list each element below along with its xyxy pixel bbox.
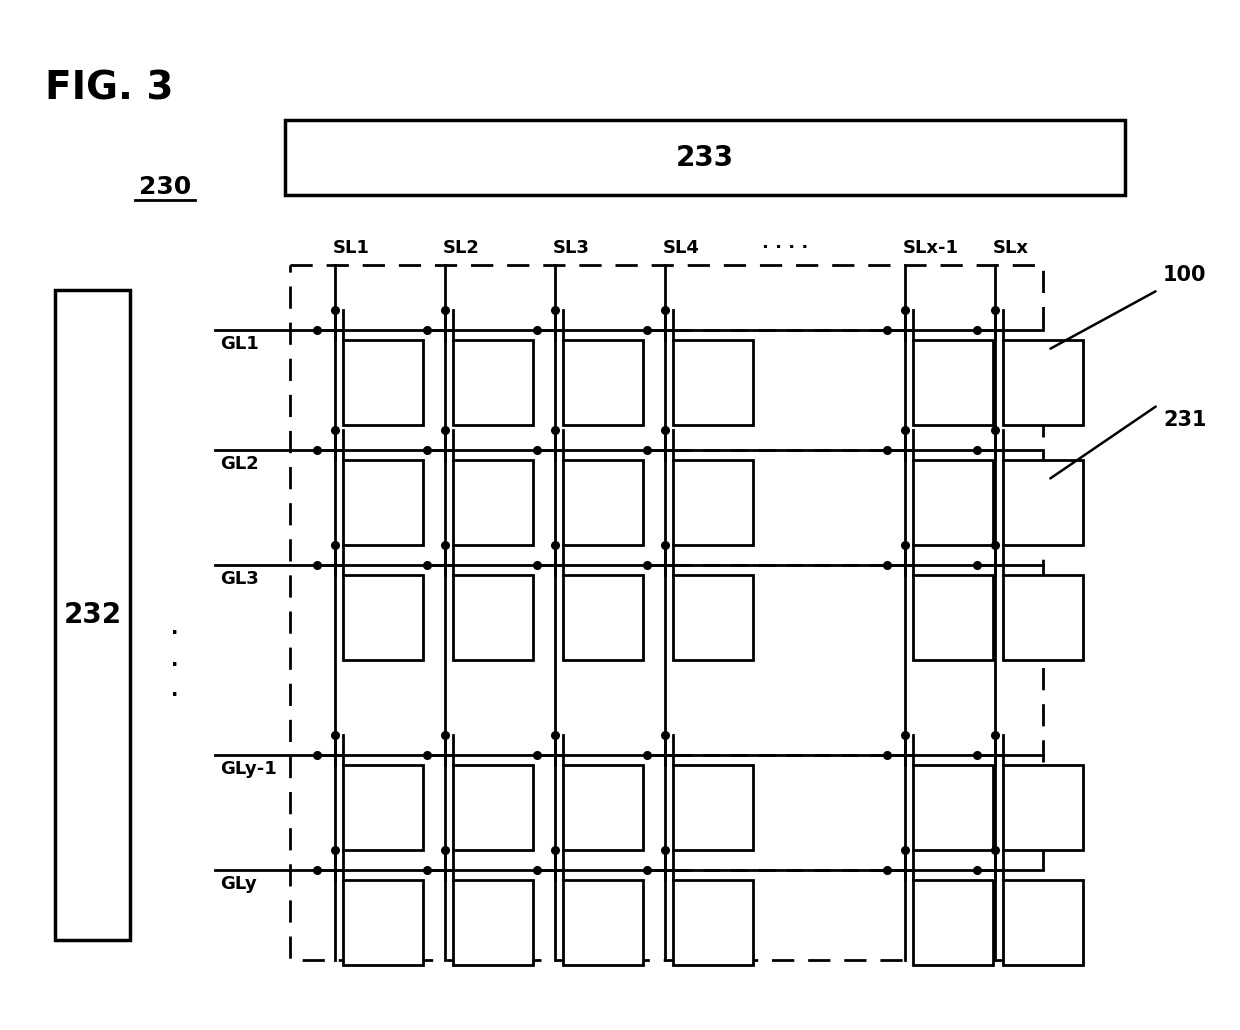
Bar [453, 880, 533, 965]
Bar [563, 460, 644, 545]
Text: GL1: GL1 [219, 335, 259, 353]
Bar [673, 765, 753, 850]
Bar [343, 880, 423, 965]
Bar [563, 340, 644, 425]
Text: GL3: GL3 [219, 570, 259, 588]
Bar [1003, 460, 1083, 545]
Text: 231: 231 [1163, 410, 1207, 430]
Text: SLx-1: SLx-1 [903, 239, 959, 258]
Text: SL4: SL4 [663, 239, 699, 258]
Text: SL3: SL3 [553, 239, 590, 258]
Bar [913, 340, 993, 425]
Bar [913, 575, 993, 660]
Bar [453, 765, 533, 850]
Bar [343, 460, 423, 545]
Text: SL1: SL1 [334, 239, 370, 258]
Text: GL2: GL2 [219, 455, 259, 473]
Text: 232: 232 [63, 600, 122, 629]
Text: .
.
.: . . . [171, 619, 179, 700]
Bar [343, 765, 423, 850]
Bar [453, 575, 533, 660]
Bar [453, 340, 533, 425]
Text: 230: 230 [139, 175, 191, 199]
Text: GLy-1: GLy-1 [219, 760, 277, 778]
Text: . . . .: . . . . [761, 234, 808, 252]
Bar [673, 880, 753, 965]
Bar [1003, 880, 1083, 965]
Bar [1003, 575, 1083, 660]
Text: 233: 233 [676, 143, 734, 172]
Bar [563, 575, 644, 660]
Bar [1003, 765, 1083, 850]
Bar [563, 880, 644, 965]
Bar [673, 460, 753, 545]
Bar [673, 340, 753, 425]
Bar [290, 265, 1043, 960]
Text: GLy: GLy [219, 876, 257, 893]
Text: 100: 100 [1163, 265, 1207, 285]
Bar [563, 765, 644, 850]
Bar [1003, 340, 1083, 425]
Text: FIG. 3: FIG. 3 [45, 70, 174, 108]
Bar [343, 575, 423, 660]
Bar [913, 880, 993, 965]
Bar [673, 575, 753, 660]
Bar [453, 460, 533, 545]
Text: SLx: SLx [993, 239, 1029, 258]
Bar [913, 460, 993, 545]
Bar [55, 290, 130, 940]
Text: SL2: SL2 [443, 239, 480, 258]
Bar [913, 765, 993, 850]
Bar [285, 121, 1125, 195]
Bar [343, 340, 423, 425]
